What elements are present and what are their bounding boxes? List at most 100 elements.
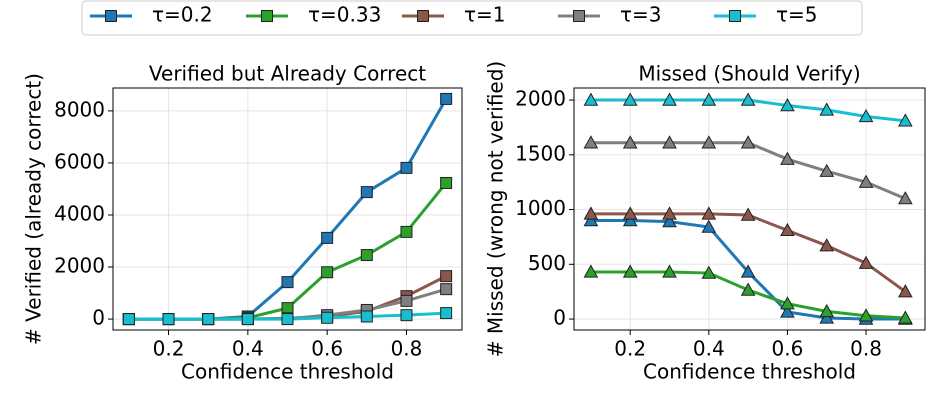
marker	[400, 225, 413, 238]
marker	[701, 135, 717, 149]
marker	[440, 283, 453, 296]
marker	[740, 282, 756, 296]
y-tick-label: 1500	[515, 141, 566, 165]
marker	[583, 212, 599, 227]
marker	[858, 174, 874, 188]
y-tick-label: 1000	[515, 196, 566, 220]
y-tick-label: 4000	[54, 201, 105, 225]
x-tick-label: 0.6	[311, 337, 343, 361]
marker	[858, 308, 874, 322]
marker	[662, 92, 677, 106]
x-axis-label: Confidence threshold	[181, 360, 394, 384]
marker	[162, 313, 175, 326]
marker	[701, 265, 717, 279]
marker	[202, 313, 215, 326]
marker	[662, 135, 677, 149]
legend-label: τ=5	[776, 3, 818, 27]
plot-frame	[112, 87, 463, 331]
x-tick-label: 0.2	[614, 337, 646, 361]
y-tick-label: 0	[92, 306, 105, 330]
legend-label: τ=0.2	[152, 3, 213, 27]
legend-marker	[573, 10, 585, 22]
y-axis-label: # Missed (wrong not verified)	[484, 61, 508, 357]
y-tick-label: 2000	[54, 254, 105, 278]
y-tick-label: 6000	[54, 149, 105, 173]
marker	[740, 92, 756, 106]
marker	[360, 249, 373, 262]
marker	[740, 207, 756, 221]
x-tick-label: 0.8	[850, 337, 882, 361]
marker	[281, 313, 294, 326]
marker	[819, 310, 835, 324]
y-tick-label: 8000	[54, 97, 105, 121]
y-tick-label: 0	[553, 306, 566, 330]
marker	[440, 92, 453, 105]
marker	[701, 206, 717, 220]
x-tick-label: 0.8	[391, 337, 423, 361]
marker	[622, 92, 638, 106]
x-tick-label: 0.4	[232, 337, 264, 361]
marker	[281, 302, 294, 315]
marker	[819, 303, 835, 318]
marker	[400, 309, 413, 322]
marker	[583, 264, 599, 278]
marker	[780, 296, 795, 310]
marker	[780, 222, 795, 237]
marker	[622, 264, 638, 278]
marker	[897, 284, 913, 298]
series-line	[590, 212, 907, 293]
marker	[360, 186, 373, 199]
x-tick-label: 0.6	[772, 337, 804, 361]
marker	[858, 108, 874, 123]
marker	[321, 231, 334, 244]
marker	[440, 307, 453, 320]
marker	[622, 206, 638, 220]
marker	[622, 135, 638, 149]
marker	[819, 163, 835, 177]
series-line	[590, 141, 906, 200]
marker	[701, 92, 717, 106]
marker	[321, 311, 334, 324]
chart-title: Verified but Already Correct	[149, 62, 426, 86]
y-axis-label: # Verified (already correct)	[22, 73, 46, 345]
y-tick-label: 500	[528, 251, 566, 275]
marker	[281, 276, 294, 289]
marker	[819, 238, 835, 252]
chart-title: Missed (Should Verify)	[638, 62, 860, 86]
marker	[440, 270, 453, 283]
marker	[662, 264, 677, 278]
x-tick-label: 0.4	[693, 337, 725, 361]
marker	[662, 206, 677, 220]
marker	[701, 219, 717, 233]
marker	[360, 310, 373, 323]
marker	[897, 310, 913, 324]
marker	[241, 313, 254, 326]
marker	[780, 151, 795, 165]
marker	[583, 92, 599, 106]
marker	[858, 255, 874, 269]
x-axis-label: Confidence threshold	[643, 360, 856, 384]
marker	[122, 313, 135, 326]
y-tick-label: 2000	[515, 87, 566, 111]
legend-marker	[417, 10, 429, 22]
legend-label: τ=0.33	[308, 3, 381, 27]
marker	[622, 212, 638, 227]
legend-label: τ=1	[464, 3, 506, 27]
x-tick-label: 0.2	[153, 337, 185, 361]
legend-label: τ=3	[620, 3, 662, 27]
marker	[662, 214, 677, 228]
legend-marker	[105, 10, 117, 22]
marker	[897, 113, 913, 127]
marker	[819, 102, 835, 116]
legend-box	[81, 0, 863, 36]
plot-frame	[573, 87, 926, 331]
legend-marker	[261, 10, 273, 22]
legend-marker	[729, 10, 741, 22]
marker	[321, 266, 334, 279]
marker	[583, 135, 599, 149]
marker	[780, 304, 795, 318]
marker	[740, 264, 756, 278]
marker	[400, 294, 413, 307]
marker	[400, 161, 413, 174]
